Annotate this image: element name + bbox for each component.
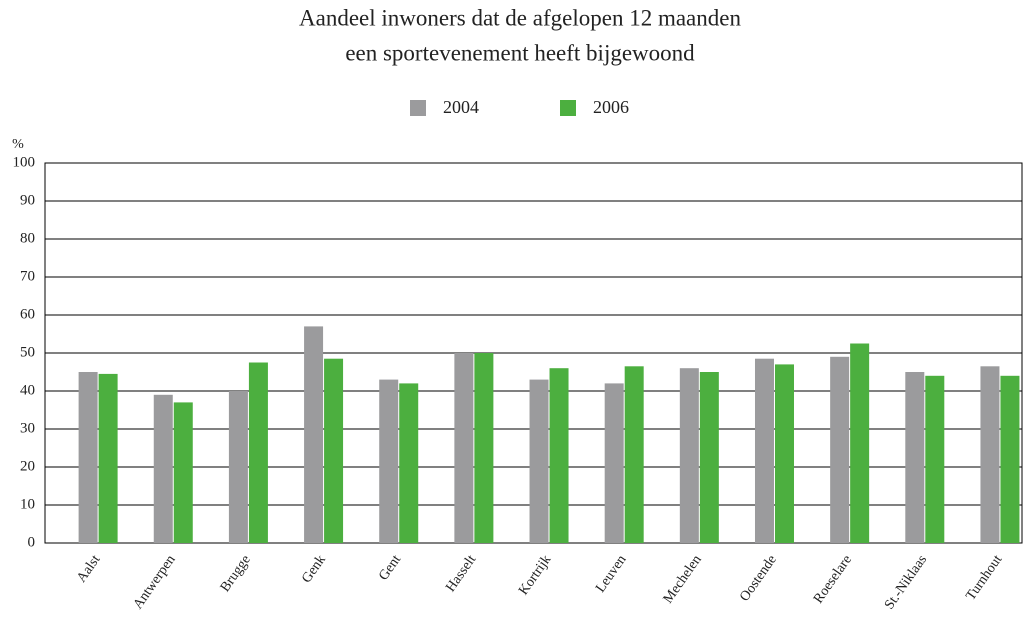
bar xyxy=(78,372,98,543)
bar xyxy=(474,353,494,543)
y-tick-label: 40 xyxy=(20,382,35,398)
y-axis-label: % xyxy=(12,137,24,152)
bar xyxy=(604,383,624,543)
bar xyxy=(529,379,549,543)
bar xyxy=(153,394,173,543)
y-tick-label: 60 xyxy=(20,306,35,322)
x-tick-label: Turnhout xyxy=(963,552,1005,603)
bar xyxy=(679,368,699,543)
y-tick-label: 50 xyxy=(20,344,35,360)
x-tick-label: Genk xyxy=(299,553,329,586)
bar xyxy=(754,358,774,543)
x-tick-label: St.-Niklaas xyxy=(882,553,930,613)
legend-swatch xyxy=(560,100,576,116)
y-tick-label: 10 xyxy=(20,496,35,512)
chart-title: Aandeel inwoners dat de afgelopen 12 maa… xyxy=(299,5,741,30)
x-tick-label: Mechelen xyxy=(661,553,705,607)
y-tick-label: 90 xyxy=(20,192,35,208)
x-tick-label: Brugge xyxy=(218,553,254,595)
legend-swatch xyxy=(410,100,426,116)
bar xyxy=(304,326,324,543)
bar xyxy=(905,372,925,543)
y-tick-label: 80 xyxy=(20,230,35,246)
x-tick-label: Oostende xyxy=(737,553,780,605)
x-tick-label: Hasselt xyxy=(443,552,479,594)
bar xyxy=(173,402,193,543)
bar xyxy=(830,356,850,543)
y-tick-label: 70 xyxy=(20,268,35,284)
bar xyxy=(379,379,399,543)
y-tick-label: 30 xyxy=(20,420,35,436)
bar xyxy=(925,375,945,543)
legend-label: 2004 xyxy=(443,97,479,117)
y-tick-label: 100 xyxy=(13,154,36,170)
legend-label: 2006 xyxy=(593,97,629,117)
bar xyxy=(549,368,569,543)
x-tick-label: Roeselare xyxy=(811,553,855,607)
bar xyxy=(454,353,474,543)
bar xyxy=(324,358,344,543)
bar xyxy=(699,372,719,543)
y-tick-label: 20 xyxy=(20,458,35,474)
x-tick-label: Gent xyxy=(376,552,404,583)
bar xyxy=(980,366,1000,543)
x-tick-label: Antwerpen xyxy=(131,553,179,613)
x-tick-label: Kortrijk xyxy=(516,553,554,599)
y-tick-label: 0 xyxy=(28,534,36,550)
bar xyxy=(1000,375,1020,543)
bar xyxy=(850,343,870,543)
bar xyxy=(624,366,644,543)
bar xyxy=(774,364,794,543)
bar xyxy=(228,391,248,543)
x-tick-label: Leuven xyxy=(593,553,629,596)
bar xyxy=(248,362,268,543)
bar xyxy=(399,383,419,543)
chart-title: een sportevenement heeft bijgewoond xyxy=(345,40,695,65)
x-tick-label: Aalst xyxy=(74,552,103,585)
bar xyxy=(98,373,118,543)
